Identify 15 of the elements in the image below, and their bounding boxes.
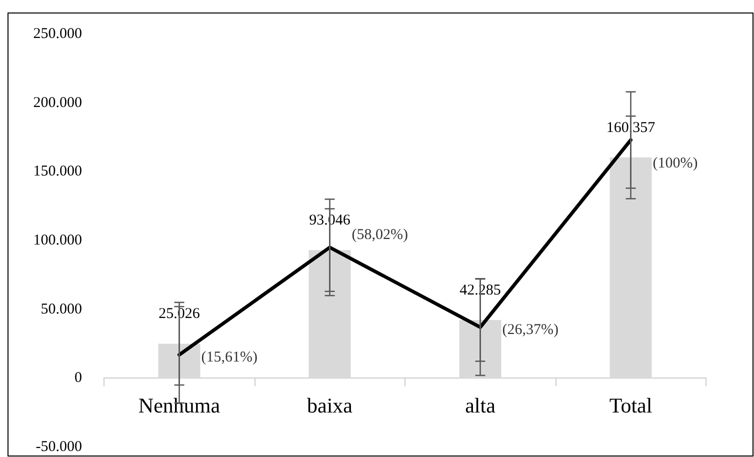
x-tick-label: baixa bbox=[307, 394, 354, 418]
annotation: (58,02%) bbox=[352, 226, 408, 243]
annotation: (15,61%) bbox=[201, 350, 258, 366]
x-tick-label: alta bbox=[465, 394, 496, 418]
y-tick-label: 150.000 bbox=[33, 164, 82, 180]
x-tick-label: Nenhuma bbox=[138, 394, 221, 418]
y-tick-label: 100.000 bbox=[33, 232, 82, 248]
x-tick-label: Total bbox=[609, 394, 652, 418]
y-tick-label: 0 bbox=[74, 370, 82, 386]
y-tick-label: 200.000 bbox=[33, 94, 82, 111]
y-tick-label: 250.000 bbox=[33, 26, 82, 42]
y-tick-label: -50.000 bbox=[36, 439, 82, 455]
y-tick-label: 50.000 bbox=[40, 301, 82, 318]
annotation: (100%) bbox=[652, 155, 698, 172]
annotation: (26,37%) bbox=[502, 322, 558, 338]
